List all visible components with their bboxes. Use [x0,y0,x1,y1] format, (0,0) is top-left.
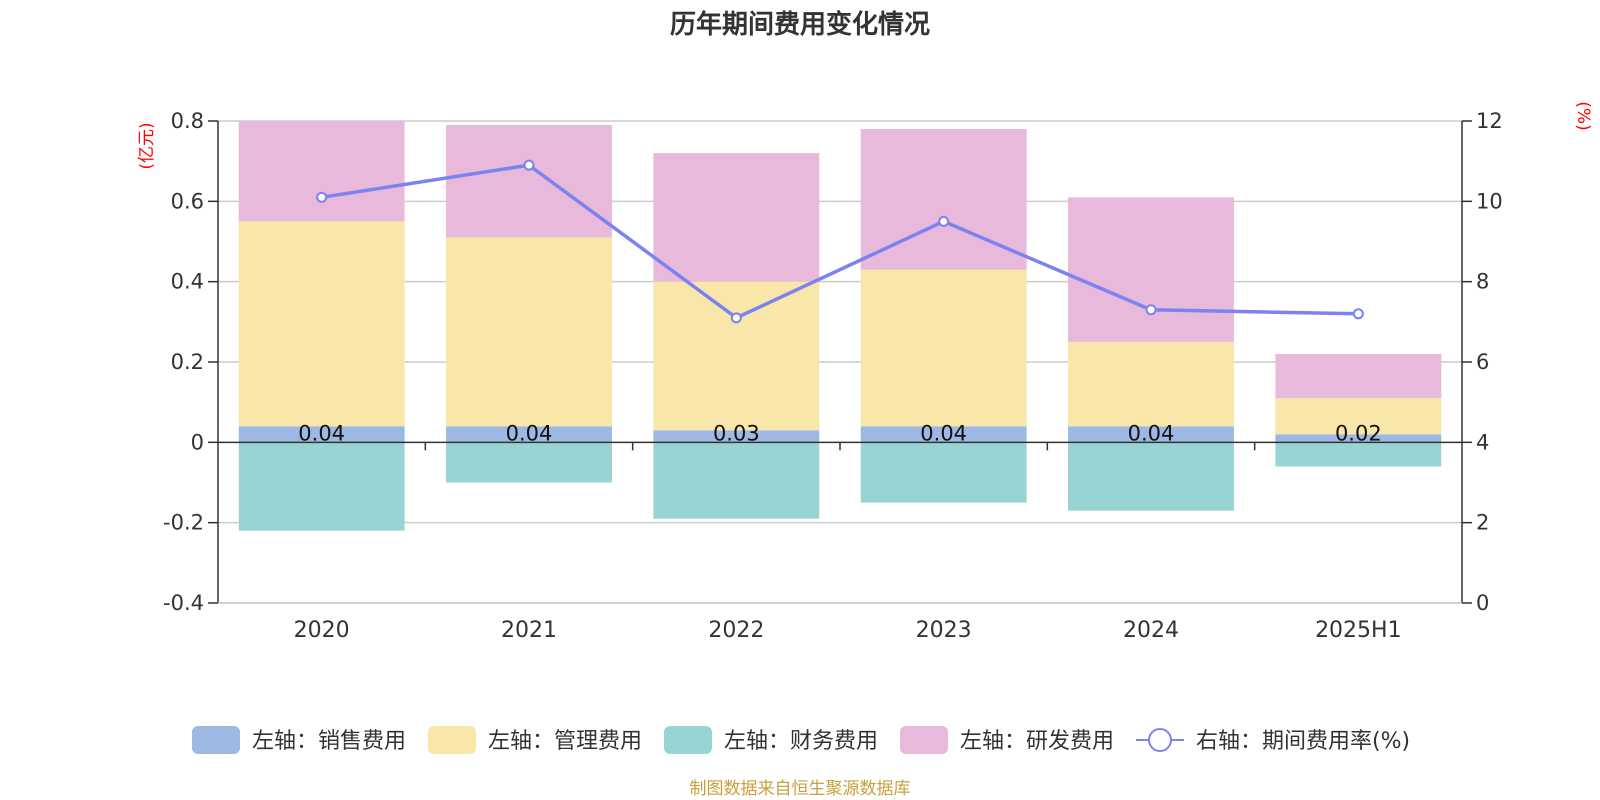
rate-point [938,215,950,227]
category-label: 2020 [294,618,350,643]
legend-swatch [664,726,712,754]
right-tick-label: 6 [1476,350,1489,374]
sales-value-label: 0.04 [298,421,345,445]
legend-label: 左轴：销售费用 [252,729,406,754]
bar-s2-2024 [1068,442,1234,511]
bar-s2-2023 [860,442,1027,503]
left-tick-label: -0.2 [163,511,204,535]
bar-s1-2023 [860,269,1027,427]
rate-point [730,312,742,324]
legend-label: 左轴：管理费用 [488,729,642,754]
bar-s2-2021 [446,442,612,483]
sales-value-label: 0.04 [506,421,553,445]
sales-value-label: 0.03 [713,421,760,445]
left-tick-label: 0.8 [171,109,204,133]
sales-value-label: 0.04 [920,421,967,445]
category-label: 2022 [708,618,764,643]
category-label: 2023 [916,618,972,643]
axes: -0.4 -0.2 0 0.2 0.4 0.6 0.8 0 2 4 6 8 10 12 2020 2021 20… [163,109,1503,643]
rate-point [316,191,328,203]
legend-swatch [900,726,948,754]
left-tick-label: 0.6 [171,189,204,213]
right-tick-label: 10 [1476,189,1503,213]
rate-point [523,159,535,171]
legend-item[interactable]: 左轴：财务费用 [664,726,878,754]
legend: 左轴：销售费用 左轴：管理费用 左轴：财务费用 左轴：研发费用 右轴：期间费用率(%) [192,726,1410,754]
bar-s0-2024 [1068,426,1234,443]
bar-s0-2020 [238,426,405,443]
rate-point [1145,304,1157,316]
bar-series [238,121,1442,531]
bar-s2-2020 [238,442,405,531]
right-axis-unit: (%) [1573,101,1593,130]
bar-s0-2022 [653,430,820,443]
right-tick-label: 0 [1476,591,1489,615]
legend-swatch [192,726,240,754]
bar-s2-2022 [653,442,820,519]
right-tick-label: 12 [1476,109,1503,133]
left-axis-unit: (亿元) [137,122,157,169]
bar-s3-2025H1 [1275,353,1442,399]
bar-s1-2024 [1068,341,1234,427]
legend-item[interactable]: 右轴：期间费用率(%) [1136,728,1410,754]
rate-point [1352,308,1364,320]
chart-title: 历年期间费用变化情况 [670,9,930,40]
left-tick-label: 0.4 [171,270,204,294]
data-labels: 0.04 0.04 0.03 0.04 0.04 0.02 [298,421,1381,445]
category-label: 2024 [1123,618,1179,643]
legend-label: 左轴：财务费用 [724,729,878,754]
left-tick-label: 0.2 [171,350,204,374]
category-label: 2025H1 [1315,618,1402,643]
sales-value-label: 0.02 [1335,421,1382,445]
sales-value-label: 0.04 [1128,421,1175,445]
right-tick-label: 4 [1476,430,1489,454]
legend-marker [1148,728,1172,752]
line-series [316,159,1364,324]
legend-item[interactable]: 左轴：研发费用 [900,726,1114,754]
bar-s1-2025H1 [1275,398,1442,435]
bar-s2-2025H1 [1275,442,1442,467]
bar-s0-2025H1 [1275,434,1442,443]
bar-s3-2024 [1068,197,1234,342]
bar-s0-2023 [860,426,1027,443]
right-tick-label: 8 [1476,270,1489,294]
left-tick-label: 0 [191,430,204,454]
bar-s3-2020 [238,121,405,222]
legend-label: 左轴：研发费用 [960,729,1114,754]
legend-item[interactable]: 左轴：管理费用 [428,726,642,754]
bar-s3-2022 [653,153,820,282]
bar-s1-2021 [446,237,612,427]
legend-item[interactable]: 左轴：销售费用 [192,726,406,754]
right-tick-label: 2 [1476,511,1489,535]
legend-swatch [428,726,476,754]
bar-s3-2021 [446,125,612,238]
rate-line [321,163,1359,320]
left-tick-label: -0.4 [163,591,204,615]
category-label: 2021 [501,618,557,643]
bar-s1-2020 [238,221,405,427]
bar-s1-2022 [653,281,820,431]
legend-label: 右轴：期间费用率(%) [1196,729,1410,754]
bar-s0-2021 [446,426,612,443]
source-note: 制图数据来自恒生聚源数据库 [690,779,911,799]
